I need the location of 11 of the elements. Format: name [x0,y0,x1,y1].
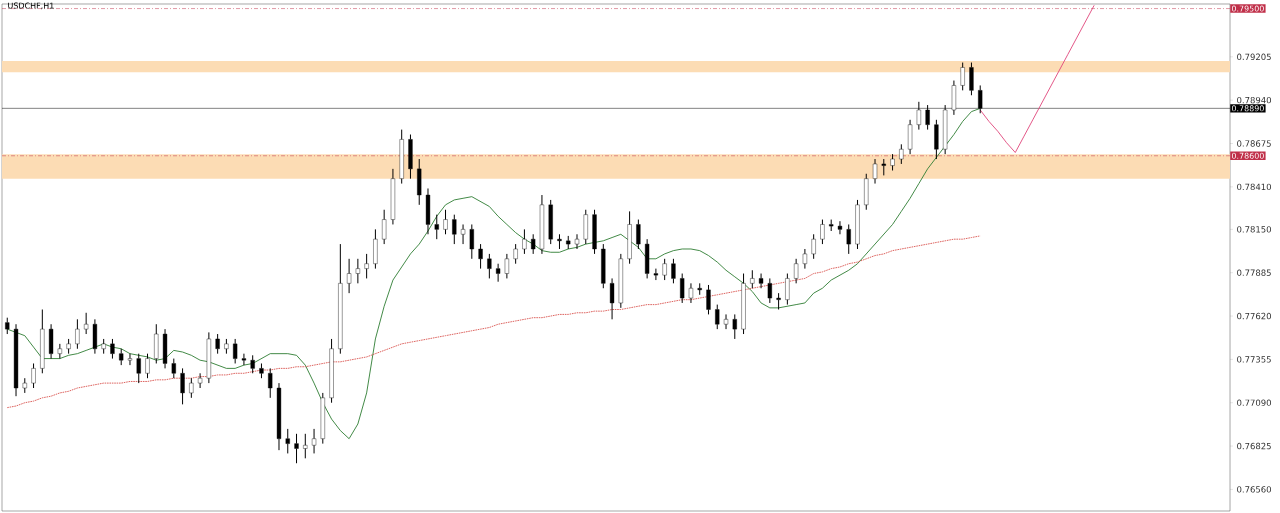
y-tick-label: 0.78150 [1237,226,1271,233]
y-tick-label: 0.78940 [1237,96,1271,104]
y-tick-label: 0.78410 [1237,183,1271,191]
y-tick-label: 0.77355 [1237,356,1271,363]
y-tick-label: 0.76825 [1237,442,1271,450]
y-tick-label: 0.77885 [1237,269,1271,276]
y-tick-label: 0.76560 [1237,486,1271,493]
y-tick-label: 0.78675 [1237,140,1271,147]
y-tick-label: 0.79205 [1237,53,1271,61]
y-tick-label: 0.77090 [1237,399,1271,406]
y-tick-label: 0.77620 [1237,312,1271,320]
